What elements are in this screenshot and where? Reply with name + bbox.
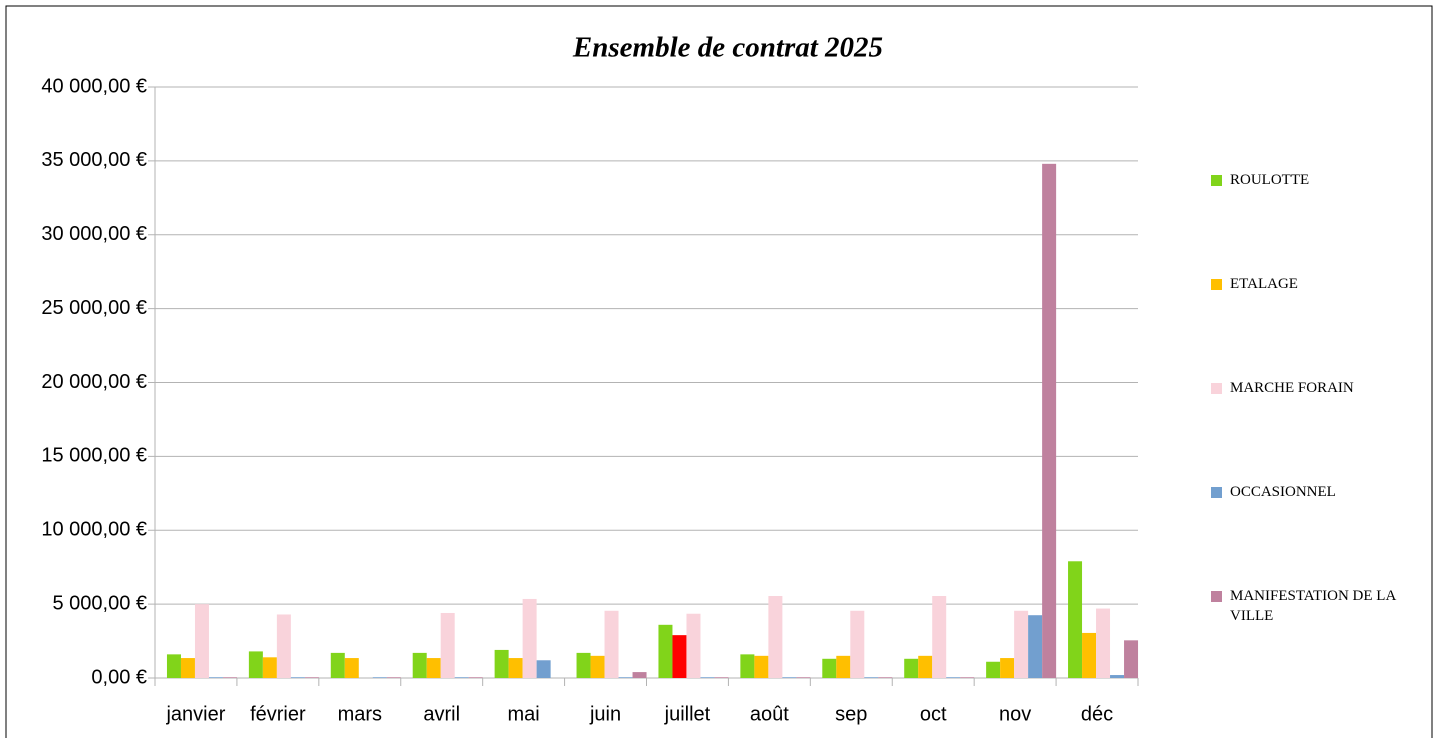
legend-swatch xyxy=(1211,487,1222,498)
bar xyxy=(1096,608,1111,678)
bar xyxy=(864,677,879,678)
legend-label: MANIFESTATION DE LA VILLE xyxy=(1230,588,1396,624)
bar xyxy=(960,677,975,678)
bar xyxy=(372,677,387,678)
bar xyxy=(576,652,591,678)
bar xyxy=(1014,610,1029,678)
y-tick-label: 35 000,00 € xyxy=(41,149,147,171)
legend-swatch xyxy=(1211,383,1222,394)
bar xyxy=(344,658,359,678)
bar xyxy=(796,677,811,678)
y-tick-label: 10 000,00 € xyxy=(41,519,147,541)
y-tick-label: 40 000,00 € xyxy=(41,75,147,97)
bar xyxy=(1042,163,1057,678)
bar xyxy=(878,677,893,678)
bar xyxy=(632,672,647,678)
legend-label: OCCASIONNEL xyxy=(1230,484,1336,500)
bar xyxy=(1068,561,1083,678)
bar xyxy=(508,658,523,678)
bar xyxy=(686,613,701,678)
bar xyxy=(290,677,305,678)
bar xyxy=(304,677,319,678)
y-tick-label: 5 000,00 € xyxy=(52,592,147,614)
legend-label: ETALAGE xyxy=(1230,276,1298,292)
y-tick-label: 25 000,00 € xyxy=(41,297,147,319)
x-tick-label: déc xyxy=(1081,703,1113,725)
bar xyxy=(850,610,865,678)
y-tick-label: 15 000,00 € xyxy=(41,445,147,467)
bar xyxy=(590,655,605,678)
bar xyxy=(604,610,619,678)
bar xyxy=(440,612,455,678)
bar xyxy=(768,595,783,678)
y-tick-label: 20 000,00 € xyxy=(41,371,147,393)
bar xyxy=(222,677,237,678)
chart-title: Ensemble de contrat 2025 xyxy=(572,32,883,64)
bar xyxy=(714,677,729,678)
legend-label: ROULOTTE xyxy=(1230,172,1310,188)
bar xyxy=(494,649,509,678)
bar xyxy=(208,677,223,678)
x-tick-label: oct xyxy=(920,703,947,725)
bar xyxy=(166,654,181,678)
bar xyxy=(412,652,427,678)
bar xyxy=(1082,632,1097,678)
bar xyxy=(386,677,401,678)
bar xyxy=(248,651,263,678)
legend-label: MARCHE FORAIN xyxy=(1230,380,1354,396)
bar xyxy=(658,624,673,678)
x-tick-label: juillet xyxy=(664,703,711,725)
bar xyxy=(836,655,851,678)
x-tick-label: mai xyxy=(508,703,540,725)
bar xyxy=(986,661,1001,678)
bar xyxy=(276,614,291,678)
bar xyxy=(180,658,195,678)
bar xyxy=(536,660,551,678)
x-tick-label: sep xyxy=(835,703,867,725)
x-tick-label: avril xyxy=(423,703,460,725)
x-tick-label: juin xyxy=(589,703,621,725)
y-tick-label: 0,00 € xyxy=(91,666,147,688)
bar xyxy=(426,658,441,678)
bar xyxy=(454,677,469,678)
x-tick-label: nov xyxy=(999,703,1031,725)
bar xyxy=(1110,675,1125,678)
bar xyxy=(822,658,837,678)
bar xyxy=(740,654,755,678)
bar xyxy=(194,604,209,678)
bar xyxy=(1028,615,1043,678)
x-tick-label: février xyxy=(250,703,306,725)
x-tick-label: mars xyxy=(338,703,382,725)
bar xyxy=(1000,658,1015,678)
bar xyxy=(918,655,933,678)
bar xyxy=(1124,640,1139,678)
frame xyxy=(5,5,1433,738)
bar xyxy=(330,652,345,678)
bar xyxy=(262,657,277,678)
y-tick-label: 30 000,00 € xyxy=(41,223,147,245)
bar xyxy=(700,677,715,678)
bar xyxy=(754,655,769,678)
legend-swatch xyxy=(1211,279,1222,290)
x-tick-label: janvier xyxy=(165,703,225,725)
legend-swatch xyxy=(1211,175,1222,186)
legend-swatch xyxy=(1211,591,1222,602)
bar xyxy=(946,677,961,678)
bar xyxy=(904,658,919,678)
bar xyxy=(522,598,537,678)
bar xyxy=(618,677,633,678)
bar xyxy=(672,635,687,678)
bar xyxy=(932,595,947,678)
x-tick-label: août xyxy=(750,703,789,725)
bar xyxy=(782,677,797,678)
bar xyxy=(468,677,483,678)
